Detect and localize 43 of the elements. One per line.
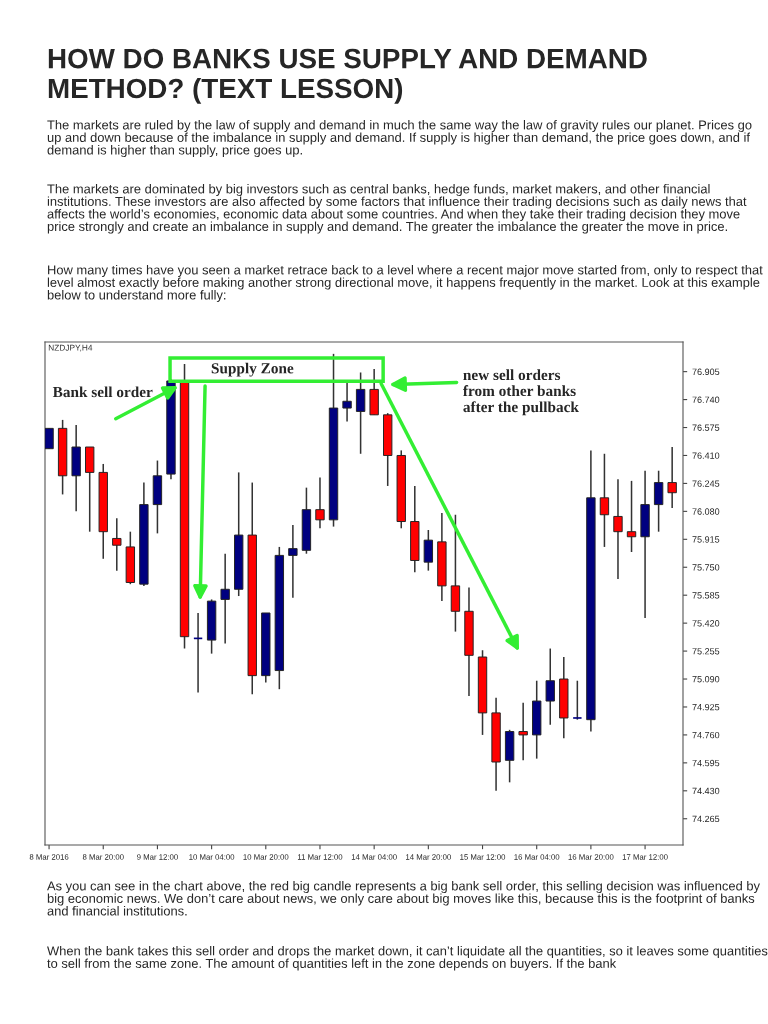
y-tick-label: 74.595 <box>692 759 720 767</box>
y-tick-label: 76.905 <box>692 368 720 375</box>
candlestick <box>342 381 352 423</box>
candlestick <box>518 701 528 762</box>
y-tick-label: 76.080 <box>692 508 720 515</box>
candlestick <box>45 427 54 450</box>
y-tick-label: 76.410 <box>692 452 720 459</box>
candlestick <box>667 446 677 509</box>
candlestick <box>112 517 122 572</box>
text: The markets are ruled by the law of supply and demand in much the same way the law of gravity rules our planet. Prices go up and down because of the imbalance in supply and demand. If supply is higher than demand, the price goes down, and if demand is higher than supply, price goes up. <box>47 120 752 158</box>
candlestick <box>599 453 610 548</box>
candlestick <box>423 529 434 572</box>
candlestick <box>653 469 664 533</box>
candlestick <box>613 478 623 580</box>
annotation: NZDJPY,H4 <box>48 344 93 352</box>
y-tick-label: 76.575 <box>692 424 720 431</box>
y-tick-label: 76.245 <box>692 480 720 487</box>
candlestick <box>288 524 298 599</box>
y-tick-label: 74.430 <box>692 787 720 795</box>
annotation: new sell orders from other banks after the pullback <box>463 369 579 416</box>
text: When the bank takes this sell order and drops the market down, it can’t liquidate all the quantities, so it leaves some quantities to sell from the same zone. The amount of quantities left in the zone depends on buyers. If the bank <box>47 946 768 971</box>
y-tick-label: 75.915 <box>692 536 720 543</box>
candlestick <box>355 371 366 455</box>
y-tick-label: 75.750 <box>692 564 720 571</box>
y-tick-label: 75.090 <box>692 675 720 683</box>
chart-title: HOW DO BANKS USE SUPPLY AND DEMAND METHOD? (TEXT LESSON) <box>48 48 647 104</box>
candlestick <box>315 476 325 530</box>
candlestick <box>572 679 583 721</box>
text: As you can see in the chart above, the red big candle represents a big bank sell order, this selling decision was influenced by big economic news. We don’t care about news, we only care about big moves like this, because this is the footprint of banks and financial institutions. <box>47 881 760 916</box>
candlestick <box>220 552 230 645</box>
candlestick <box>626 480 637 553</box>
y-tick-label: 75.255 <box>692 648 720 655</box>
y-tick-label: 76.740 <box>692 396 720 403</box>
y-tick-label: 74.760 <box>692 731 720 739</box>
y-tick-label: 75.420 <box>692 620 720 627</box>
candlestick <box>545 647 555 726</box>
annotation: Supply Zone <box>211 362 294 377</box>
text: The markets are dominated by big investors such as central banks, hedge funds, market makers, and other financial institutions. These investors are also affected by some factors that influence their trading decisions such as daily news that affects the world’s economies, economic data about some countries. And when they take their trading decision they move price strongly and create an imbalance in supply and demand. The greater the imbalance the greater the move in price. <box>47 184 747 234</box>
y-tick-label: 74.265 <box>692 815 720 823</box>
annotation: Bank sell order <box>52 386 153 398</box>
text: How many times have you seen a market retrace back to a level where a recent major move started from, only to respect that level almost exactly before making another strong directional move, it happens frequently in the market. Look at this example below to understand more fully: <box>47 265 763 303</box>
y-tick-label: 75.585 <box>692 592 720 599</box>
y-tick-label: 74.925 <box>692 703 720 711</box>
